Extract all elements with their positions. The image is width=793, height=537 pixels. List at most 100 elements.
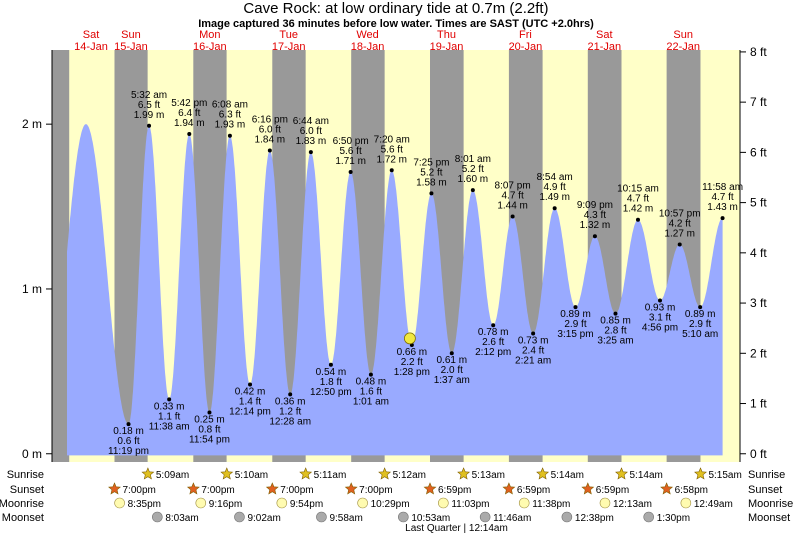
- moonset-icon: [234, 511, 245, 523]
- right-tick-label: 2 ft: [750, 346, 767, 360]
- tide-label: 3.1 ft: [649, 312, 671, 323]
- night-band: [52, 50, 70, 462]
- tide-label: 4.9 ft: [544, 182, 566, 193]
- sunrise-time: 5:10am: [235, 470, 268, 481]
- row-label-left: Sunset: [10, 484, 44, 496]
- moonset-icon: [561, 511, 573, 523]
- tide-point: [227, 133, 232, 138]
- sunrise-time: 5:13am: [472, 470, 505, 481]
- sunset-icon: [502, 482, 516, 495]
- tide-curve: [67, 124, 723, 456]
- sunrise-icon: [536, 467, 550, 480]
- tide-label: 1.4 ft: [239, 397, 261, 408]
- tide-label: 4:56 pm: [642, 322, 678, 333]
- rows-background: [52, 462, 740, 537]
- tide-label: 6:50 pm: [333, 136, 369, 147]
- right-tick-label: 3 ft: [750, 296, 767, 310]
- tide-point: [657, 298, 662, 303]
- tide-label: 1.60 m: [458, 174, 489, 185]
- moonrise-icon: [518, 497, 530, 509]
- sunrise-icon: [378, 467, 392, 480]
- tide-label: 11:38 am: [149, 421, 190, 432]
- tide-label: 11:19 pm: [108, 446, 149, 457]
- sunset-icon: [344, 482, 358, 495]
- tide-point: [267, 148, 272, 153]
- tide-point: [328, 362, 333, 367]
- sunset-time: 6:59pm: [438, 485, 471, 496]
- moonrise-time: 9:54pm: [290, 499, 323, 510]
- day-name: Sat: [83, 29, 100, 41]
- tide-point: [677, 242, 682, 247]
- tide-label: 5:42 pm: [171, 98, 207, 109]
- moonset-icon: [643, 511, 655, 523]
- tide-label: 1.6 ft: [360, 387, 382, 398]
- moonset-icon: [479, 511, 491, 523]
- tide-label: 5:32 am: [131, 90, 167, 101]
- tide-label: 5.2 ft: [462, 164, 484, 175]
- sunset-time: 7:00pm: [280, 485, 313, 496]
- day-name: Wed: [356, 29, 378, 41]
- moonrise-time: 10:29pm: [371, 499, 410, 510]
- day-name: Thu: [437, 29, 456, 41]
- moonset-time: 9:58am: [329, 513, 362, 524]
- tide-label: 6.0 ft: [300, 126, 322, 137]
- tide-point: [389, 168, 394, 173]
- tide-label: 5:10 am: [682, 329, 718, 340]
- sunrise-time: 5:14am: [551, 470, 584, 481]
- tide-label: 4.7 ft: [627, 194, 649, 205]
- tide-label: 0.36 m: [275, 396, 306, 407]
- chart-subtitle: Image captured 36 minutes before low wat…: [198, 18, 594, 30]
- tide-label: 1.84 m: [255, 135, 286, 146]
- left-tick-label: 1 m: [22, 282, 42, 296]
- moonrise-time: 11:03pm: [451, 499, 489, 510]
- tide-label: 1.8 ft: [320, 377, 342, 388]
- moonrise-icon: [195, 497, 207, 509]
- right-tick-label: 1 ft: [750, 397, 767, 411]
- tide-label: 0.89 m: [685, 309, 716, 320]
- tide-label: 1.72 m: [376, 154, 407, 165]
- tide-label: 6:16 pm: [252, 115, 288, 126]
- day-name: Sat: [596, 29, 613, 41]
- tide-label: 0.25 m: [194, 415, 225, 426]
- moonrise-icon: [357, 497, 368, 509]
- tide-label: 1.99 m: [134, 110, 165, 121]
- tide-label: 9:09 pm: [577, 200, 613, 211]
- moonset-time: 12:38pm: [575, 513, 614, 524]
- tide-label: 2.0 ft: [441, 365, 463, 376]
- tide-label: 6.3 ft: [219, 110, 241, 121]
- tide-label: 2:12 pm: [475, 347, 511, 358]
- tide-point: [207, 410, 212, 415]
- tide-label: 2.6 ft: [482, 337, 504, 348]
- day-date: 17-Jan: [272, 41, 306, 53]
- tide-label: 6:08 am: [212, 100, 248, 111]
- tide-label: 1.1 ft: [158, 411, 180, 422]
- tide-label: 6.5 ft: [138, 100, 160, 111]
- sunrise-icon: [457, 467, 471, 480]
- tide-label: 0.42 m: [235, 387, 266, 398]
- tide-label: 0.89 m: [560, 309, 591, 320]
- tide-label: 1.42 m: [623, 204, 654, 215]
- moonset-time: 1:30pm: [657, 513, 690, 524]
- day-date: 22-Jan: [666, 41, 700, 53]
- moonset-time: 9:02am: [247, 513, 280, 524]
- tide-point: [491, 323, 496, 328]
- tide-point: [573, 305, 578, 310]
- tide-label: 0.6 ft: [117, 436, 139, 447]
- tide-label: 11:54 pm: [189, 435, 230, 446]
- day-date: 20-Jan: [509, 41, 543, 53]
- tide-label: 10:15 am: [617, 184, 659, 195]
- tide-point: [720, 216, 725, 221]
- sunrise-time: 5:11am: [314, 470, 347, 481]
- row-label-right: Moonset: [748, 512, 790, 524]
- tide-label: 4.2 ft: [669, 218, 691, 229]
- tide-label: 2.9 ft: [564, 319, 586, 330]
- sunset-icon: [108, 482, 121, 495]
- tide-label: 5.6 ft: [340, 146, 362, 157]
- tide-point: [288, 392, 293, 397]
- sunrise-icon: [615, 467, 628, 480]
- moonrise-icon: [276, 497, 288, 509]
- left-tick-label: 0 m: [22, 447, 42, 461]
- moonrise-time: 12:49am: [694, 499, 733, 510]
- tide-label: 7:25 pm: [413, 157, 449, 168]
